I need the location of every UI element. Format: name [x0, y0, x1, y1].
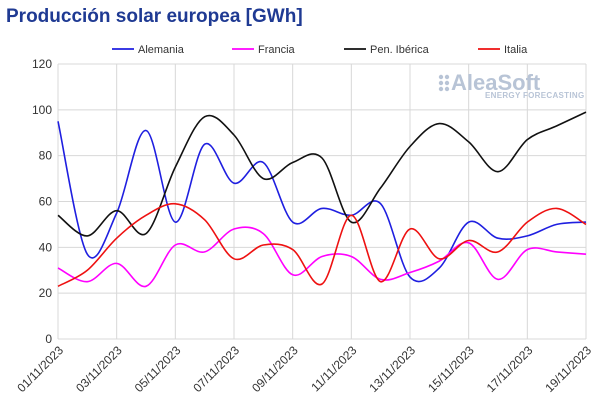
series-line-francia [57, 226, 587, 288]
legend-label-alemania: Alemania [138, 44, 185, 56]
series-line-pen-iberica [57, 111, 587, 237]
x-tick-label: 19/11/2023 [542, 343, 594, 395]
legend: Alemania Francia Pen. Ibérica Italia [112, 44, 528, 56]
x-tick-label: 01/11/2023 [14, 343, 66, 395]
legend-label-pen-iberica: Pen. Ibérica [370, 44, 430, 56]
legend-label-francia: Francia [258, 44, 296, 56]
logo-subtext: ENERGY FORECASTING [485, 91, 585, 100]
y-tick-label: 40 [39, 240, 53, 254]
axis-layer: 0 20 40 60 80 100 120 01/11/2023 03/11/2023 05/11… [14, 57, 594, 395]
series-layer [57, 111, 587, 288]
x-tick-label: 03/11/2023 [73, 343, 125, 395]
grid-layer [57, 63, 587, 340]
x-tick-label: 13/11/2023 [366, 343, 418, 395]
logo-text: AleaSoft [451, 70, 541, 95]
series-line-italia [57, 202, 587, 288]
legend-label-italia: Italia [504, 44, 528, 56]
y-tick-label: 100 [32, 103, 52, 117]
y-tick-label: 0 [45, 332, 52, 346]
aleasoft-logo: AleaSoft ENERGY FORECASTING [438, 70, 585, 100]
y-tick-label: 60 [39, 195, 53, 209]
y-tick-label: 120 [32, 57, 52, 71]
x-tick-label: 09/11/2023 [249, 343, 301, 395]
x-tick-label: 07/11/2023 [190, 343, 242, 395]
x-tick-label: 17/11/2023 [484, 343, 536, 395]
y-tick-label: 80 [39, 149, 53, 163]
chart-title: Producción solar europea [GWh] [6, 6, 303, 27]
x-tick-label: 05/11/2023 [132, 343, 184, 395]
x-tick-label: 15/11/2023 [425, 343, 477, 395]
x-tick-label: 11/11/2023 [308, 343, 359, 394]
y-tick-label: 20 [39, 286, 53, 300]
logo-mark-icon [438, 74, 450, 92]
series-line-alemania [57, 121, 587, 283]
